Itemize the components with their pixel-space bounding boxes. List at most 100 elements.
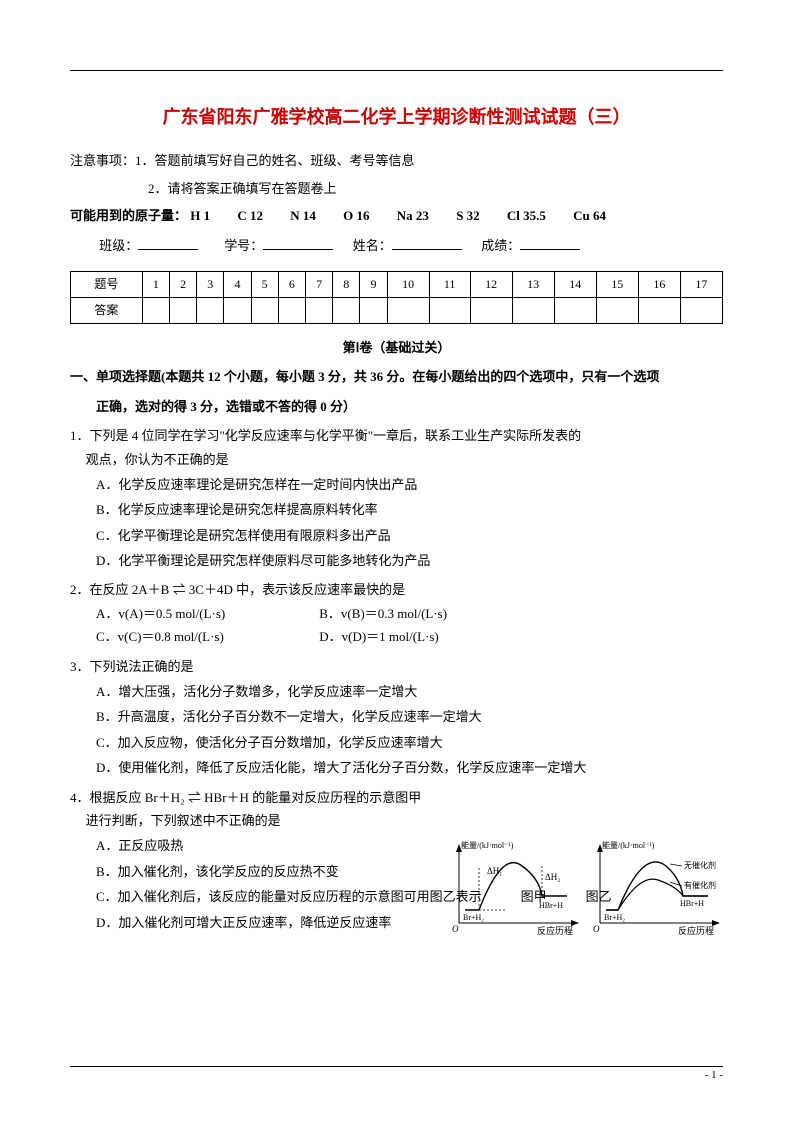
svg-text:O: O [593,924,600,934]
grid-cell[interactable] [554,297,596,323]
q1-option-c: C．化学平衡理论是研究怎样使用有限原料多出产品 [70,524,723,547]
grid-header-row: 题号 1 2 3 4 5 6 7 8 9 10 11 12 13 14 15 1… [71,271,723,297]
grid-col: 11 [429,271,470,297]
grid-cell[interactable] [680,297,722,323]
page-title: 广东省阳东广雅学校高二化学上学期诊断性测试试题（三） [70,101,723,133]
grid-cell[interactable] [142,297,169,323]
grid-col: 5 [251,271,278,297]
grid-cell[interactable] [512,297,554,323]
grid-cell[interactable] [333,297,360,323]
q3-option-c: C．加入反应物，使活化分子百分数增加，化学反应速率增大 [70,731,723,754]
grid-cell[interactable] [596,297,638,323]
grid-cell[interactable] [305,297,332,323]
q1-option-a: A．化学反应速率理论是研究怎样在一定时间内快出产品 [70,473,723,496]
atomic-c: C 12 [237,204,263,227]
fig1-dh2: ΔH₂ [545,872,560,882]
grid-col: 7 [305,271,332,297]
grid-cell[interactable] [197,297,224,323]
atomic-cu: Cu 64 [573,204,606,227]
atomic-o: O 16 [343,204,369,227]
atomic-masses: 可能用到的原子量： H 1 C 12 N 14 O 16 Na 23 S 32 … [70,204,723,227]
score-label: 成绩： [481,234,520,257]
atomic-cl: Cl 35.5 [507,204,546,227]
id-label: 学号： [224,234,263,257]
figure-yi: 无催化剂 有催化剂 HBr+H Br+H₂ 能量/(kJ·mol⁻¹) 反应历程… [588,838,723,938]
q4-stem-1: 4．根据反应 Br＋H₂ ⇌ HBr＋H 的能量对反应历程的示意图甲 [70,786,430,809]
grid-col: 2 [169,271,196,297]
q1-stem-2: 观点，你认为不正确的是 [70,448,723,471]
q3-option-d: D．使用催化剂，降低了反应活化能，增大了活化分子百分数，化学反应速率一定增大 [70,756,723,779]
fig2-ylabel: 能量/(kJ·mol⁻¹) [602,840,655,850]
fig2-nocat: 无催化剂 [684,860,716,870]
grid-cell[interactable] [387,297,429,323]
grid-answer-row: 答案 [71,297,723,323]
grid-cell[interactable] [470,297,512,323]
question-1: 1．下列是 4 位同学在学习"化学反应速率与化学平衡"一章后，联系工业生产实际所… [70,424,723,572]
grid-cell[interactable] [360,297,387,323]
class-label: 班级： [99,234,138,257]
student-info-line: 班级： 学号： 姓名： 成绩： [70,234,723,257]
grid-col: 4 [224,271,251,297]
grid-col: 12 [470,271,512,297]
page-number: - 1 - [705,1066,723,1086]
fig2-right: HBr+H [680,899,704,908]
fig2-xlabel: 反应历程 [678,925,714,936]
grid-label-qnum: 题号 [71,271,143,297]
mcq-heading: 一、单项选择题(本题共 12 个小题，每小题 3 分，共 36 分。在每小题给出… [70,365,723,388]
id-input[interactable] [263,236,333,250]
fig1-right: HBr+H [539,901,563,910]
figure-jia: ΔH₁ ΔH₂ Br+H₂ HBr+H 能量/(kJ·mol⁻¹) 反应历程 O [447,838,582,938]
grid-col: 3 [197,271,224,297]
grid-col: 8 [333,271,360,297]
fig1-xlabel: 反应历程 [537,925,573,936]
grid-label-answer: 答案 [71,297,143,323]
grid-cell[interactable] [169,297,196,323]
grid-cell[interactable] [638,297,680,323]
svg-text:O: O [452,924,459,934]
fig2-left: Br+H₂ [604,913,625,922]
score-input[interactable] [520,236,580,250]
atomic-na: Na 23 [397,204,429,227]
grid-col: 1 [142,271,169,297]
q2-option-c: C．v(C)＝0.8 mol/(L·s) [96,625,316,648]
q3-option-b: B．升高温度，活化分子百分数不一定增大，化学反应速率一定增大 [70,705,723,728]
grid-col: 14 [554,271,596,297]
top-rule [70,70,723,71]
grid-cell[interactable] [429,297,470,323]
q2-stem: 2．在反应 2A＋B ⇌ 3C＋4D 中，表示该反应速率最快的是 [70,578,723,601]
grid-col: 9 [360,271,387,297]
q4-figures: ΔH₁ ΔH₂ Br+H₂ HBr+H 能量/(kJ·mol⁻¹) 反应历程 O… [447,838,723,938]
bottom-rule [70,1066,723,1067]
section-part1: 第Ⅰ卷（基础过关） [70,336,723,359]
grid-col: 15 [596,271,638,297]
mcq-heading-2: 正确，选对的得 3 分，选错或不答的得 0 分） [70,395,723,418]
grid-col: 13 [512,271,554,297]
q1-option-b: B．化学反应速率理论是研究怎样提高原料转化率 [70,498,723,521]
q1-option-d: D．化学平衡理论是研究怎样使原料尽可能多地转化为产品 [70,549,723,572]
grid-cell[interactable] [278,297,305,323]
q3-stem: 3．下列说法正确的是 [70,655,723,678]
q4-option-b: B．加入催化剂，该化学反应的反应热不变 [70,860,430,883]
answer-grid: 题号 1 2 3 4 5 6 7 8 9 10 11 12 13 14 15 1… [70,271,723,324]
grid-cell[interactable] [224,297,251,323]
fig1-left: Br+H₂ [463,913,484,922]
atomic-prefix: 可能用到的原子量： [70,208,187,223]
q2-row-1: A．v(A)＝0.5 mol/(L·s) B．v(B)＝0.3 mol/(L·s… [70,602,723,625]
notice-line-2: 2．请将答案正确填写在答题卷上 [70,177,723,200]
question-2: 2．在反应 2A＋B ⇌ 3C＋4D 中，表示该反应速率最快的是 A．v(A)＝… [70,578,723,648]
q2-option-a: A．v(A)＝0.5 mol/(L·s) [96,602,316,625]
name-label: 姓名： [353,234,392,257]
class-input[interactable] [138,236,198,250]
q2-option-d: D．v(D)＝1 mol/(L·s) [319,625,539,648]
question-3: 3．下列说法正确的是 A．增大压强，活化分子数增多，化学反应速率一定增大 B．升… [70,655,723,780]
fig1-ylabel: 能量/(kJ·mol⁻¹) [461,840,514,850]
q2-row-2: C．v(C)＝0.8 mol/(L·s) D．v(D)＝1 mol/(L·s) [70,625,723,648]
name-input[interactable] [392,236,462,250]
fig2-withcat: 有催化剂 [684,880,716,890]
q4-option-a: A．正反应吸热 [70,834,430,857]
q1-stem-1: 1．下列是 4 位同学在学习"化学反应速率与化学平衡"一章后，联系工业生产实际所… [70,424,723,447]
atomic-n: N 14 [290,204,316,227]
atomic-s: S 32 [456,204,479,227]
q3-option-a: A．增大压强，活化分子数增多，化学反应速率一定增大 [70,680,723,703]
grid-cell[interactable] [251,297,278,323]
